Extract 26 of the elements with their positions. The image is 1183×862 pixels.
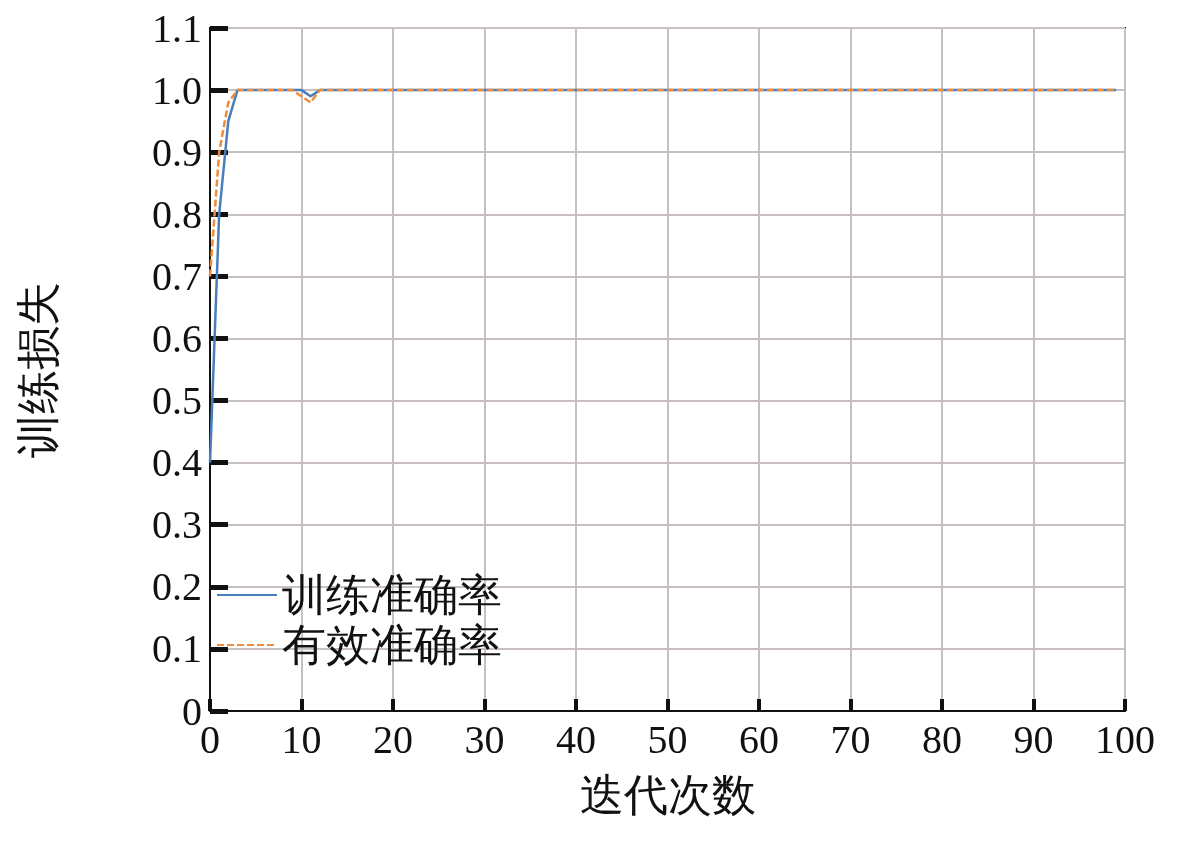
x-tick-label: 20: [373, 716, 413, 762]
y-tick-label: 0.8: [152, 191, 202, 237]
x-tick-label: 80: [922, 716, 962, 762]
legend-label: 有效准确率: [282, 620, 502, 670]
y-tick-label: 0.6: [152, 315, 202, 361]
x-tick-label: 50: [647, 716, 688, 762]
legend-label: 训练准确率: [282, 570, 502, 620]
y-tick-label: 0.1: [152, 626, 202, 672]
y-axis-title: 训练损失: [13, 281, 63, 458]
y-tick-label: 0.7: [152, 253, 202, 299]
y-tick-label: 0.5: [152, 378, 202, 424]
x-axis-title: 迭代次数: [579, 770, 756, 820]
x-tick-label: 70: [830, 716, 871, 762]
y-tick-label: 0: [182, 688, 202, 734]
y-tick-label: 1.1: [152, 5, 202, 51]
y-tick-label: 0.2: [152, 564, 202, 610]
y-tick-label: 0.4: [152, 440, 202, 486]
x-tick-label: 90: [1013, 716, 1054, 762]
y-tick-label: 0.9: [152, 129, 202, 175]
x-tick-label: 100: [1095, 716, 1155, 762]
x-tick-label: 10: [281, 716, 322, 762]
x-tick-label: 30: [464, 716, 505, 762]
x-tick-label: 60: [739, 716, 779, 762]
y-tick-label: 0.3: [152, 502, 202, 548]
y-tick-label: 1.0: [152, 67, 202, 113]
x-tick-label: 40: [556, 716, 596, 762]
